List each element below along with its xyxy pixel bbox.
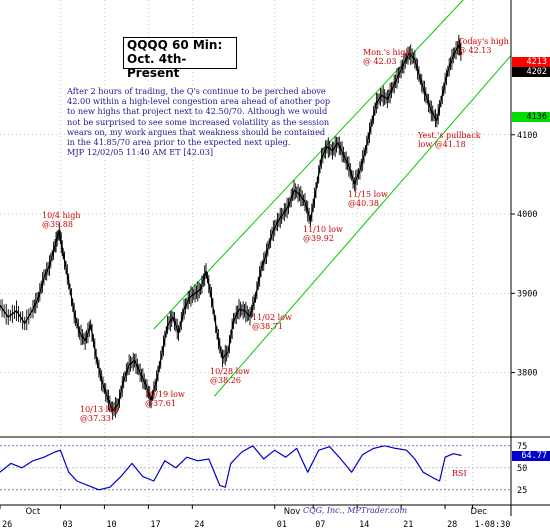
rsi-line (0, 445, 462, 491)
annotation-mon-high: Mon.'s high @ 42.03 (363, 48, 411, 66)
annotation-todays-high: Today's high @ 42.13 (458, 37, 509, 55)
annotation-text: 10/4 high (42, 211, 81, 220)
rsi-label: RSI (452, 469, 467, 478)
price-tag-current: 4202 (512, 67, 550, 77)
rsi-panel (0, 445, 462, 491)
channel-line-lower (213, 55, 512, 397)
annotation-oct13-low: 10/13 low @37.33 (80, 405, 120, 423)
commentary-line: to new highs that project next to 42.50/… (67, 106, 328, 117)
day-tick-label: 14 (359, 520, 369, 530)
commentary-text: After 2 hours of trading, the Q's contin… (67, 86, 357, 157)
day-tick-label: 1-08:30 (475, 520, 511, 530)
day-tick-label: 07 (315, 520, 325, 530)
commentary-line: After 2 hours of trading, the Q's contin… (67, 86, 326, 96)
day-tick-label: 01 (277, 520, 287, 530)
annotation-nov15-low: 11/15 low @40.38 (348, 190, 388, 208)
annotation-text: @ 42.03 (363, 57, 397, 66)
annotation-nov02-low: 11/02 low @38.71 (252, 313, 292, 331)
month-tick-label: Nov (284, 507, 301, 517)
annotation-text: Today's high (458, 37, 509, 46)
annotation-text: @38.26 (210, 376, 241, 385)
annotation-oct19-low: 10/19 low @37.61 (145, 390, 185, 408)
chart-title-line-2: Oct. 4th-Present (127, 52, 187, 80)
rsi-tick-label: 50 (517, 464, 527, 474)
annotation-text: Mon.'s high (363, 48, 411, 57)
annotation-text: 11/10 low (303, 225, 343, 234)
price-tick-label: 4000 (517, 210, 537, 220)
day-tick-label: 24 (194, 520, 204, 530)
annotation-text: 10/13 low (80, 405, 120, 414)
annotation-text: @39.88 (42, 220, 73, 229)
annotation-text: @38.71 (252, 322, 283, 331)
channel-lines (153, 0, 512, 397)
commentary-line: MJP 12/02/05 11:40 AM ET [42.03] (67, 147, 214, 158)
annotation-oct4-high: 10/4 high @39.88 (42, 211, 81, 229)
rsi-tick-label: 25 (517, 486, 527, 496)
annotation-oct28-low: 10/28 low @38.26 (210, 367, 250, 385)
month-tick-label: Dec (471, 507, 488, 517)
chart-credit: CQG, Inc., MPTrader.com (303, 506, 408, 515)
annotation-yest-pullback: Yest.'s pullback low @41.18 (418, 131, 481, 149)
annotation-text: @ 42.13 (458, 46, 492, 55)
price-tick-label: 4100 (517, 131, 537, 141)
annotation-nov10-low: 11/10 low @39.92 (303, 225, 343, 243)
commentary-line: not be surprised to see some increased v… (67, 116, 330, 127)
price-tick-label: 3800 (517, 369, 537, 379)
chart-title-line-1: QQQQ 60 Min: (127, 38, 223, 52)
channel-line-upper (153, 0, 464, 330)
rsi-tick-label: 75 (517, 442, 527, 452)
price-tag-lower: 4136 (512, 112, 550, 122)
annotation-text: 10/19 low (145, 390, 185, 399)
annotation-text: 11/02 low (252, 313, 292, 322)
annotation-text: @37.33 (80, 414, 111, 423)
annotation-text: @37.61 (145, 399, 176, 408)
annotation-text: @40.38 (348, 199, 379, 208)
commentary-line: wears on, my work argues that weakness s… (67, 126, 326, 137)
day-tick-label: 26 (2, 520, 12, 530)
day-tick-label: 17 (150, 520, 160, 530)
chart-title-box: QQQQ 60 Min: Oct. 4th-Present (123, 37, 237, 80)
annotation-text: low @41.18 (418, 140, 466, 149)
day-tick-label: 21 (403, 520, 413, 530)
annotation-text: 10/28 low (210, 367, 250, 376)
day-tick-label: 10 (106, 520, 116, 530)
commentary-line: 42.00 within a high-level congestion are… (67, 96, 331, 107)
rsi-value-tag: 64.77 (512, 451, 550, 461)
annotation-text: Yest.'s pullback (418, 131, 481, 140)
annotation-text: 11/15 low (348, 190, 388, 199)
day-tick-label: 28 (447, 520, 457, 530)
month-tick-label: Oct (25, 507, 40, 517)
price-tag-upper: 4213 (512, 57, 550, 67)
price-tick-label: 3900 (517, 289, 537, 299)
annotation-text: @39.92 (303, 234, 334, 243)
price-series (0, 34, 463, 420)
commentary-line: in the 41.85/70 area prior to the expect… (67, 137, 291, 148)
day-tick-label: 03 (62, 520, 72, 530)
